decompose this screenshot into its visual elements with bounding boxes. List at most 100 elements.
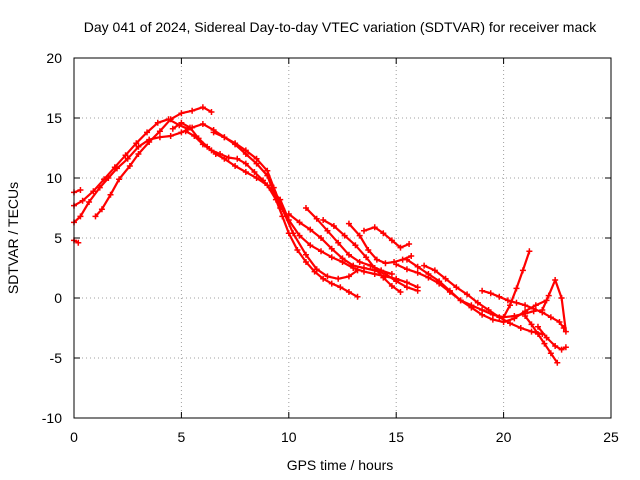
x-tick-label: 20: [496, 429, 512, 445]
data-point: [534, 331, 541, 337]
data-point: [446, 287, 453, 294]
data-point: [532, 302, 539, 309]
series-track-21: [71, 187, 84, 196]
data-point: [122, 152, 129, 159]
x-tick-label: 10: [281, 429, 297, 445]
data-point: [414, 287, 421, 294]
data-point: [485, 307, 492, 313]
data-point: [519, 267, 526, 274]
data-point: [330, 223, 337, 229]
data-point: [290, 230, 297, 237]
data-point: [468, 302, 475, 309]
data-point: [285, 211, 292, 217]
data-point: [479, 287, 486, 294]
series-track-6: [210, 129, 361, 282]
data-point: [98, 206, 105, 213]
data-point: [558, 346, 565, 353]
data-point: [199, 121, 206, 127]
data-point: [307, 226, 314, 233]
data-point: [318, 235, 325, 241]
data-point: [354, 267, 361, 274]
data-point: [350, 262, 357, 269]
data-point: [388, 271, 395, 277]
data-point: [339, 255, 346, 262]
data-point: [474, 299, 481, 306]
data-point: [279, 206, 286, 213]
x-tick-label: 5: [178, 429, 186, 445]
data-point: [107, 191, 114, 198]
data-point: [397, 244, 404, 251]
series-line: [72, 118, 189, 207]
data-point: [208, 147, 215, 154]
data-point: [296, 219, 303, 226]
data-point: [328, 254, 335, 261]
series-line: [171, 121, 359, 298]
data-point: [191, 133, 198, 139]
data-point: [425, 271, 432, 277]
data-point: [242, 160, 249, 167]
data-point: [513, 299, 520, 306]
data-point: [431, 267, 438, 274]
data-point: [504, 297, 511, 304]
data-point: [388, 283, 395, 289]
data-point: [354, 293, 361, 300]
series-track-16: [500, 248, 533, 321]
data-point: [253, 175, 260, 181]
data-point: [388, 237, 395, 244]
data-point: [242, 169, 249, 175]
data-point: [547, 350, 554, 357]
data-point: [380, 230, 387, 237]
data-point: [260, 177, 267, 184]
data-point: [156, 128, 163, 135]
data-point: [365, 247, 372, 253]
data-point: [363, 254, 370, 261]
data-point: [442, 275, 449, 282]
data-point: [526, 248, 533, 255]
data-point: [101, 176, 108, 183]
series-line: [347, 222, 413, 265]
data-point: [406, 241, 413, 247]
data-point: [75, 239, 82, 246]
data-point: [302, 251, 309, 258]
data-point: [217, 151, 224, 157]
data-point: [318, 248, 325, 255]
data-point: [253, 155, 260, 162]
data-point: [199, 104, 206, 111]
data-point: [208, 109, 215, 115]
data-point: [522, 302, 529, 309]
data-point: [77, 213, 84, 220]
y-tick-label: 20: [46, 50, 62, 66]
data-point: [528, 328, 535, 335]
data-point: [562, 328, 569, 335]
series-line: [541, 278, 568, 333]
data-point: [232, 140, 239, 147]
grid: [74, 58, 611, 418]
data-point: [373, 256, 380, 263]
data-point: [403, 256, 410, 263]
data-point: [133, 140, 140, 147]
data-point: [436, 278, 443, 285]
data-point: [178, 110, 185, 117]
data-point: [154, 119, 161, 126]
data-point: [496, 293, 503, 300]
axis-ticks: 0 5 10 15 20 25 -10 -5 0 5 10 15 20: [42, 50, 619, 445]
series-line: [362, 226, 411, 249]
series-track-3: [92, 104, 215, 220]
data-point: [356, 232, 363, 239]
data-point: [167, 116, 174, 123]
data-point: [562, 344, 569, 351]
data-point: [186, 124, 193, 131]
data-point: [534, 323, 541, 330]
data-point: [507, 302, 514, 309]
data-point: [414, 263, 421, 270]
data-point: [199, 141, 206, 148]
data-point: [554, 359, 561, 366]
y-tick-label: 15: [46, 110, 62, 126]
data-point: [539, 307, 546, 313]
data-point: [328, 280, 335, 287]
data-point: [345, 273, 352, 280]
data-point: [547, 314, 554, 321]
data-point: [126, 163, 133, 169]
data-point: [530, 305, 537, 312]
